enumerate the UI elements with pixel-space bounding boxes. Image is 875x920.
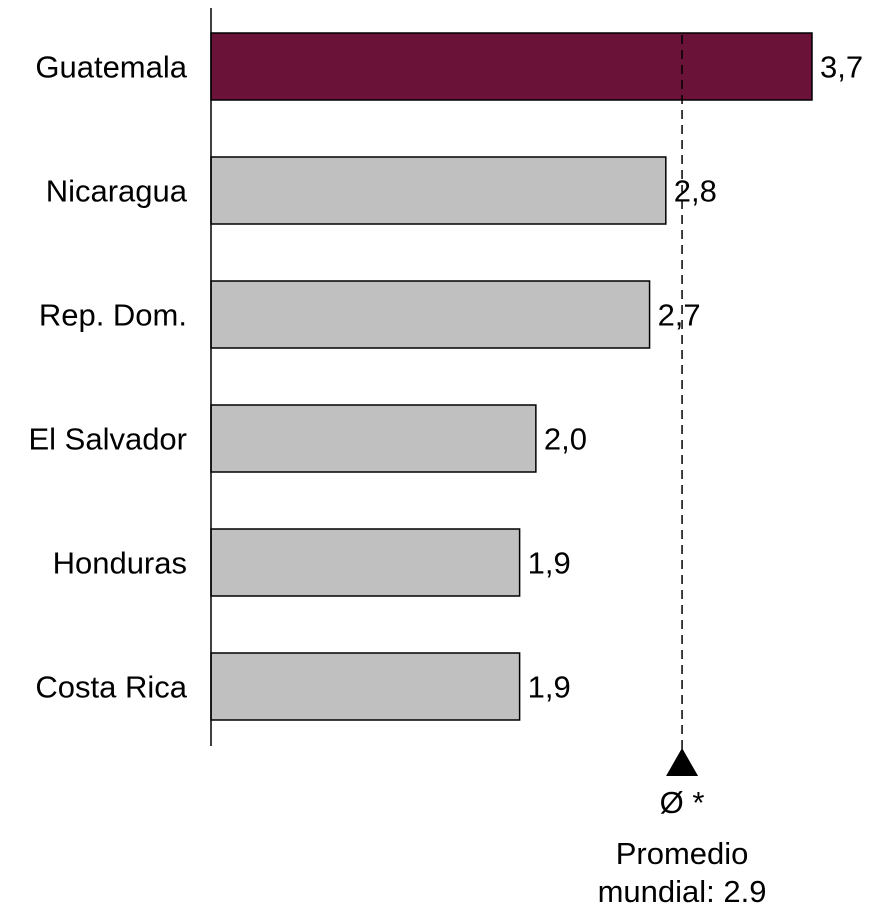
bar-guatemala bbox=[210, 32, 813, 101]
value-label: 2,0 bbox=[544, 422, 587, 457]
category-label: Honduras bbox=[53, 546, 187, 581]
value-label: 3,7 bbox=[820, 50, 863, 85]
bar-costa-rica bbox=[210, 652, 521, 721]
category-label: Costa Rica bbox=[35, 670, 187, 705]
bar-honduras bbox=[210, 528, 521, 597]
value-label: 2,7 bbox=[658, 298, 701, 333]
reference-marker-triangle-icon bbox=[666, 748, 699, 776]
reference-symbol-label: Ø * bbox=[659, 785, 705, 820]
value-label: 1,9 bbox=[528, 670, 571, 705]
category-label: El Salvador bbox=[28, 422, 187, 457]
bar-nicaragua bbox=[210, 156, 667, 225]
category-label: Nicaragua bbox=[46, 174, 188, 209]
bar-el-salvador bbox=[210, 404, 537, 473]
bar-rep-dom bbox=[210, 280, 651, 349]
value-label: 2,8 bbox=[674, 174, 717, 209]
value-label: 1,9 bbox=[528, 546, 571, 581]
category-label: Guatemala bbox=[35, 50, 187, 85]
reference-label-line1: Promedio bbox=[615, 836, 749, 871]
reference-label-line2: mundial: 2.9 bbox=[597, 874, 767, 909]
category-label: Rep. Dom. bbox=[39, 298, 187, 333]
bars-layer: Guatemala 3,7 Nicaragua 2,8 Rep. Dom. 2,7 El S… bbox=[28, 32, 863, 721]
